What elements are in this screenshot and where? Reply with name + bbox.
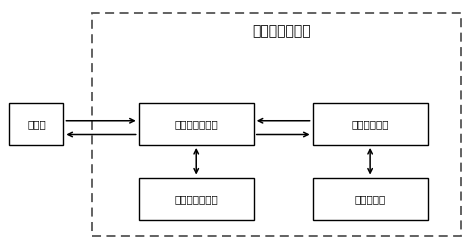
Bar: [92, 12, 461, 236]
Bar: [9, 102, 63, 145]
Bar: [139, 102, 254, 145]
Text: 被测障碍物: 被测障碍物: [354, 194, 386, 204]
Bar: [313, 178, 428, 220]
Text: 计算机: 计算机: [27, 119, 46, 129]
Bar: [139, 178, 254, 220]
Text: 移动机器人系统: 移动机器人系统: [253, 24, 311, 38]
Text: 单片机控制单元: 单片机控制单元: [174, 119, 218, 129]
Text: 移动机器人本体: 移动机器人本体: [174, 194, 218, 204]
Bar: [313, 102, 428, 145]
Text: 超声波发生器: 超声波发生器: [352, 119, 389, 129]
